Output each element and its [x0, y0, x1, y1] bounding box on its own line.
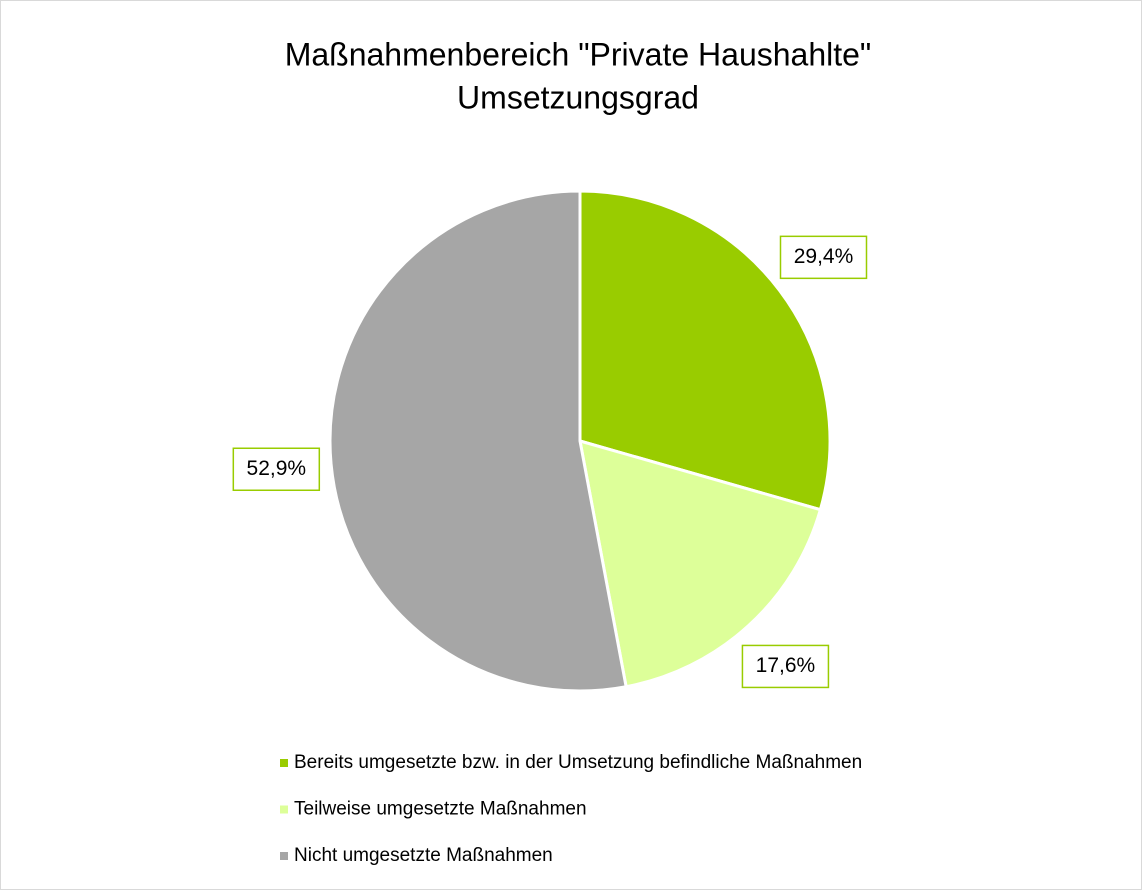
data-label: 52,9%	[247, 457, 307, 480]
pie-slice	[578, 189, 832, 512]
legend-swatch	[280, 852, 288, 860]
data-label: 29,4%	[794, 245, 854, 268]
legend-swatch	[280, 759, 288, 767]
pie-slice	[578, 438, 823, 689]
data-label: 17,6%	[756, 654, 816, 677]
legend-label: Nicht umgesetzte Maßnahmen	[294, 845, 553, 866]
data-label-box	[741, 644, 830, 689]
legend-label: Teilweise umgesetzte Maßnahmen	[294, 799, 587, 820]
data-label-box	[779, 235, 868, 280]
pie-slice	[328, 189, 628, 693]
data-label-box	[232, 447, 321, 492]
legend-label: Bereits umgesetzte bzw. in der Umsetzung…	[294, 752, 862, 773]
chart-title: Maßnahmenbereich "Private Haushahlte"	[285, 36, 872, 72]
chart-title: Umsetzungsgrad	[457, 79, 699, 115]
legend-swatch	[280, 805, 288, 814]
